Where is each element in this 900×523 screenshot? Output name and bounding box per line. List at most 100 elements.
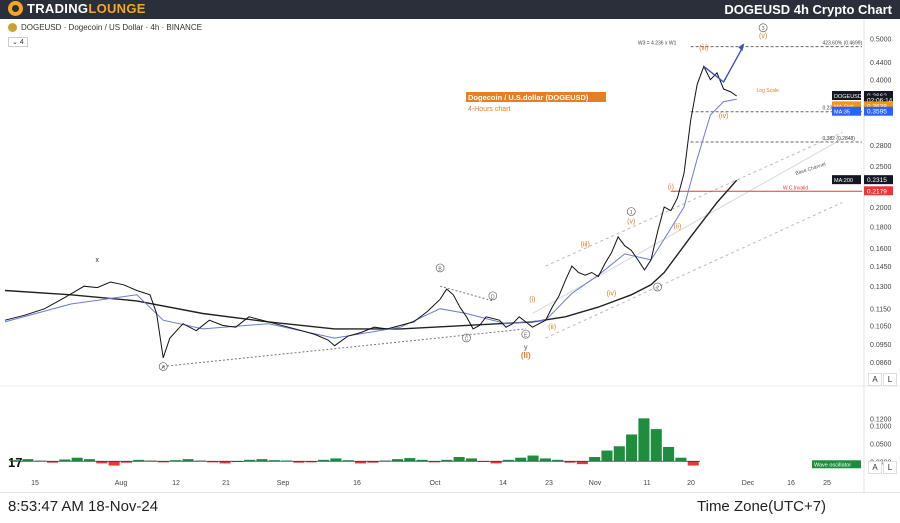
oscillator-bar (145, 460, 157, 462)
ma200-line (4, 179, 738, 330)
x-tick-label: 16 (787, 480, 795, 487)
channel-label: Base Channel (795, 162, 827, 177)
price-tag-name: DOGEUSD (834, 94, 862, 100)
wave-label: D (491, 294, 495, 300)
oscillator-bar (416, 459, 428, 462)
x-tick-label: 15 (31, 480, 39, 487)
x-tick-label: 12 (172, 480, 180, 487)
oscillator-bar (10, 460, 22, 462)
pair-title: Dogecoin / U.S.dollar (DOGEUSD) (468, 93, 589, 102)
wave-label: 1 (630, 210, 633, 216)
price-chart[interactable]: 0.50000.44000.40000.34000.28000.25000.20… (0, 20, 900, 492)
x-tick-label: Dec (742, 480, 755, 487)
trend-dotted-line (163, 328, 526, 367)
wave-label: (II) (521, 351, 531, 360)
y-tick-label: 0.5000 (870, 37, 892, 44)
oscillator-bar (281, 460, 293, 462)
oscillator-label-box (812, 460, 861, 469)
triangle-dotted-line (439, 285, 493, 302)
oscillator-bar (391, 459, 404, 462)
price-tag-name: MA:200 (834, 178, 853, 184)
wave-label: (i) (668, 184, 674, 191)
brand-mark-icon (8, 1, 23, 16)
oscillator-bar (502, 459, 514, 462)
timezone-label: Time Zone(UTC+7) (697, 498, 827, 515)
oscillator-bar (293, 461, 305, 463)
oscillator-bar (231, 461, 243, 462)
osc-auto-scale-button[interactable]: A (868, 461, 882, 474)
brand-part-b: LOUNGE (88, 1, 146, 16)
header-bar: TRADINGLOUNGE DOGEUSD 4h Crypto Chart (0, 0, 900, 19)
page-title: DOGEUSD 4h Crypto Chart (724, 2, 892, 17)
brand-logo: TRADINGLOUNGE (8, 1, 146, 16)
symbol-info[interactable]: DOGEUSD · Dogecoin / US Dollar · 4h · BI… (8, 23, 202, 32)
oscillator-bar (589, 456, 601, 462)
oscillator-bar (675, 457, 687, 462)
wave-label-circle (626, 207, 636, 216)
brand-text: TRADINGLOUNGE (27, 1, 146, 16)
oscillator-bar (157, 461, 169, 463)
x-tick-label: 14 (499, 480, 507, 487)
wave-label: (iii) (699, 45, 708, 52)
wave-label-circle (521, 329, 531, 339)
oscillator-bar (219, 461, 231, 464)
oscillator-bar (626, 434, 638, 462)
y-tick-label: 0.1300 (870, 284, 892, 291)
brand-part-a: TRADING (27, 1, 89, 16)
wave-label: C (465, 336, 469, 342)
osc-tick-label: 0.1200 (870, 416, 892, 423)
coin-icon (8, 23, 17, 32)
indicator-count: 4 (19, 39, 24, 46)
oscillator-bar (367, 461, 379, 463)
wave-label: (iii) (580, 242, 589, 249)
oscillator-bar (404, 458, 416, 462)
indicator-toggle[interactable]: ⌄ 4 (8, 37, 28, 47)
oscillator-bar (441, 459, 453, 462)
channel-upper-line (545, 132, 843, 267)
y-tick-label: 0.2000 (870, 205, 892, 212)
channel-mid-line (532, 138, 843, 314)
price-tag-box (864, 95, 893, 105)
oscillator-bar (22, 459, 34, 462)
timeframe-label: 4-Hours chart (468, 106, 510, 113)
oscillator-bar (428, 461, 441, 463)
tradingview-logo-icon: 17 (8, 455, 22, 470)
oscillator-bar (207, 461, 219, 463)
oscillator-bar (318, 459, 330, 462)
oscillator-bar (453, 456, 465, 462)
wave-label: E (524, 333, 528, 339)
y-tick-label: 0.1600 (870, 246, 892, 253)
oscillator-bar (638, 418, 650, 462)
y-tick-label: 0.2800 (870, 143, 892, 150)
log-scale-button[interactable]: L (883, 373, 897, 386)
x-tick-label: 21 (222, 480, 230, 487)
wave-label: (ii) (548, 324, 556, 331)
x-tick-label: 16 (353, 480, 361, 487)
price-tag-box (864, 101, 893, 111)
auto-scale-button[interactable]: A (868, 373, 882, 386)
y-tick-label: 0.4400 (870, 60, 892, 67)
oscillator-bar (120, 461, 132, 463)
fib-label: 423.60% (0.4699) (822, 41, 862, 47)
wave-label: (ii) (674, 223, 682, 230)
wave-label-circle (462, 333, 471, 343)
wave-label: (v) (759, 33, 767, 40)
target-arrow-icon (738, 43, 745, 52)
oscillator-bar (182, 459, 194, 462)
price-tag-value: 0.2179 (867, 188, 887, 195)
oscillator-bar (194, 460, 206, 462)
wave-label-circle (758, 23, 768, 33)
price-tag-value: 02:06:14 (867, 98, 893, 105)
y-tick-label: 0.1150 (870, 307, 891, 314)
osc-log-scale-button[interactable]: L (883, 461, 897, 474)
title-highlight (466, 92, 606, 102)
oscillator-bar (478, 461, 490, 462)
oscillator-bar (170, 460, 182, 462)
price-tag-name-box (832, 101, 861, 111)
y-tick-label: 0.4000 (870, 78, 892, 85)
wave-label: A (162, 365, 166, 371)
oscillator-bar (379, 460, 391, 462)
oscillator-bar (515, 457, 527, 462)
price-tag-value: 0.2315 (867, 177, 887, 184)
oscillator-bar (687, 461, 699, 466)
